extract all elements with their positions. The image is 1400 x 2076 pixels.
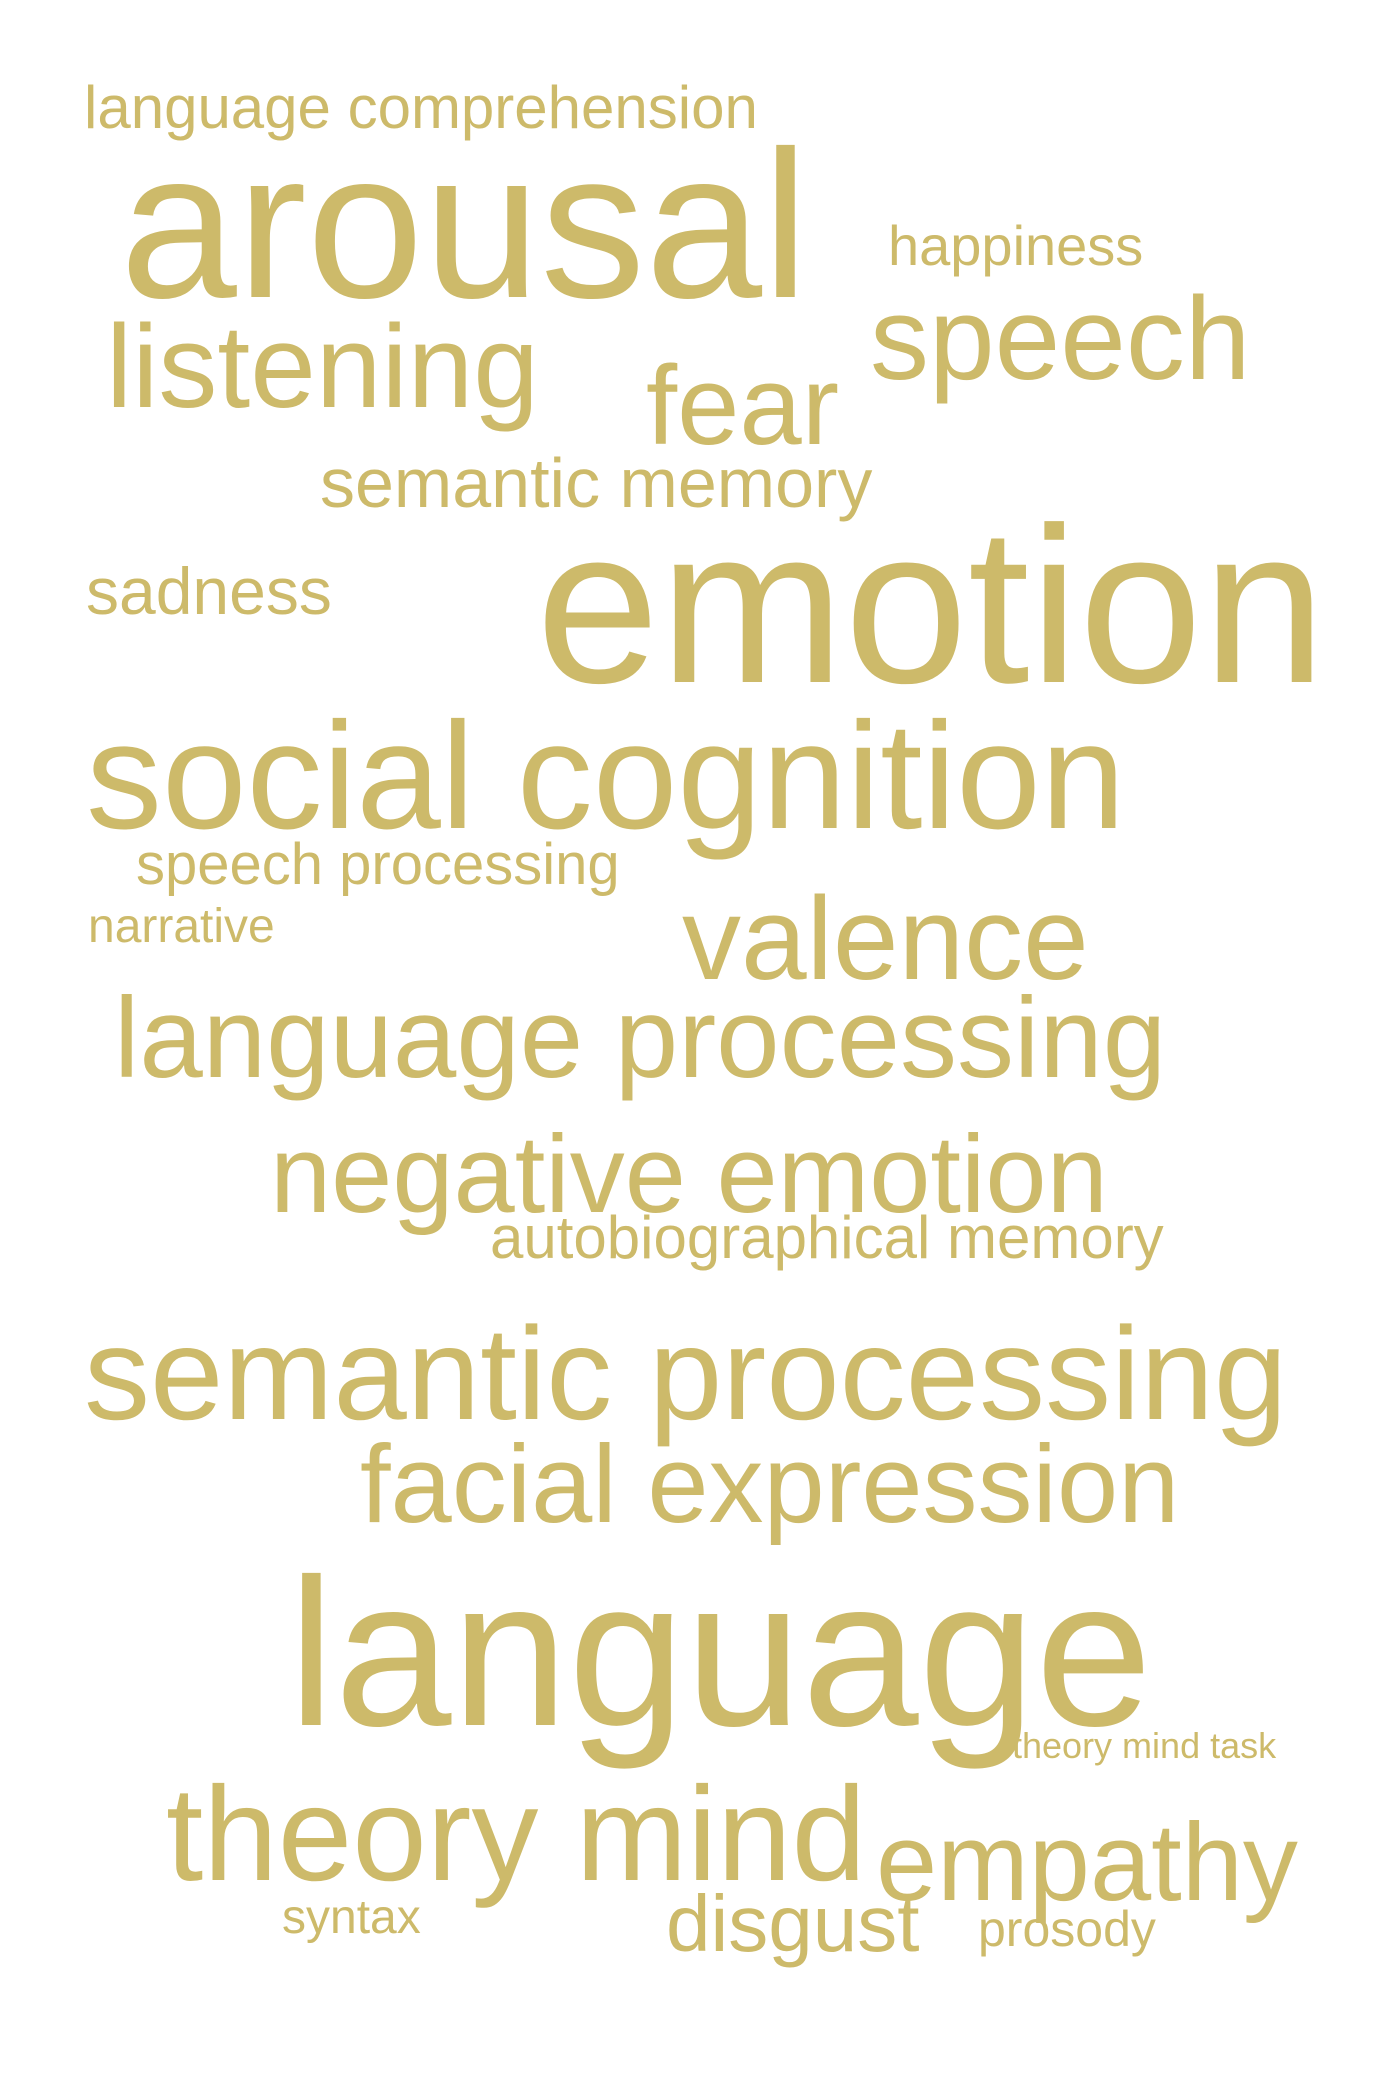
word-happiness: happiness [888, 214, 1144, 277]
word-sadness: sadness [86, 554, 332, 628]
word-speech-processing: speech processing [136, 832, 620, 897]
word-syntax: syntax [282, 1891, 421, 1944]
word-emotion: emotion [536, 482, 1326, 730]
word-valence: valence [682, 873, 1089, 1005]
word-fear: fear [646, 343, 839, 468]
word-theory-mind-task: theory mind task [1012, 1725, 1277, 1766]
word-language-comprehension: language comprehension [84, 74, 758, 141]
word-autobiographical-memory: autobiographical memory [490, 1204, 1164, 1271]
word-facial-expression: facial expression [360, 1423, 1180, 1546]
word-theory-mind: theory mind [166, 1760, 867, 1909]
word-social-cognition: social cognition [86, 691, 1126, 861]
word-disgust: disgust [666, 1879, 920, 1968]
word-narrative: narrative [88, 900, 275, 953]
word-speech: speech [870, 273, 1251, 405]
word-arousal: arousal [120, 107, 809, 342]
word-listening: listening [106, 301, 539, 433]
word-language: language [288, 1535, 1153, 1770]
word-semantic-memory: semantic memory [320, 444, 873, 522]
word-negative-emotion: negative emotion [270, 1113, 1108, 1236]
word-prosody: prosody [978, 1901, 1156, 1957]
word-language-processing: language processing [114, 975, 1167, 1102]
word-empathy: empathy [876, 1801, 1298, 1924]
word-semantic-processing: semantic processing [84, 1300, 1288, 1447]
